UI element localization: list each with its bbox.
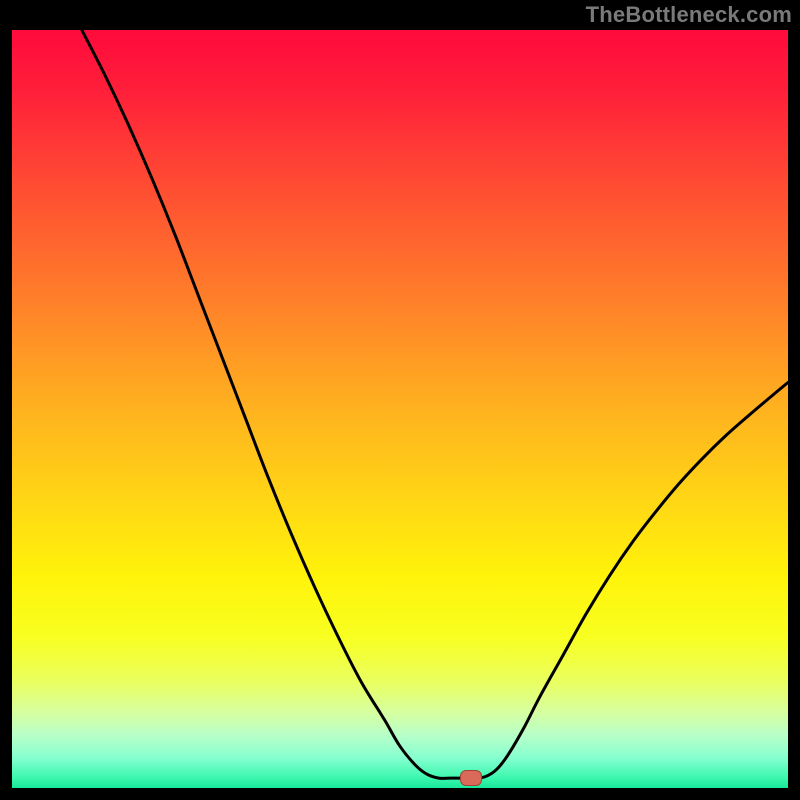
plot-area <box>12 30 788 788</box>
watermark-text: TheBottleneck.com <box>586 0 792 30</box>
optimal-point-marker <box>460 770 482 786</box>
bottleneck-curve <box>12 30 788 788</box>
chart-frame: TheBottleneck.com <box>0 0 800 800</box>
